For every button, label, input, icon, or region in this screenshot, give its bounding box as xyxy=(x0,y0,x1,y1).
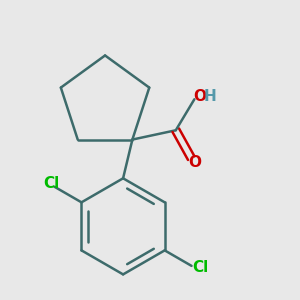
Text: H: H xyxy=(204,89,217,104)
Text: O: O xyxy=(188,155,201,170)
Text: Cl: Cl xyxy=(43,176,59,190)
Text: O: O xyxy=(194,89,206,104)
Text: Cl: Cl xyxy=(192,260,208,275)
